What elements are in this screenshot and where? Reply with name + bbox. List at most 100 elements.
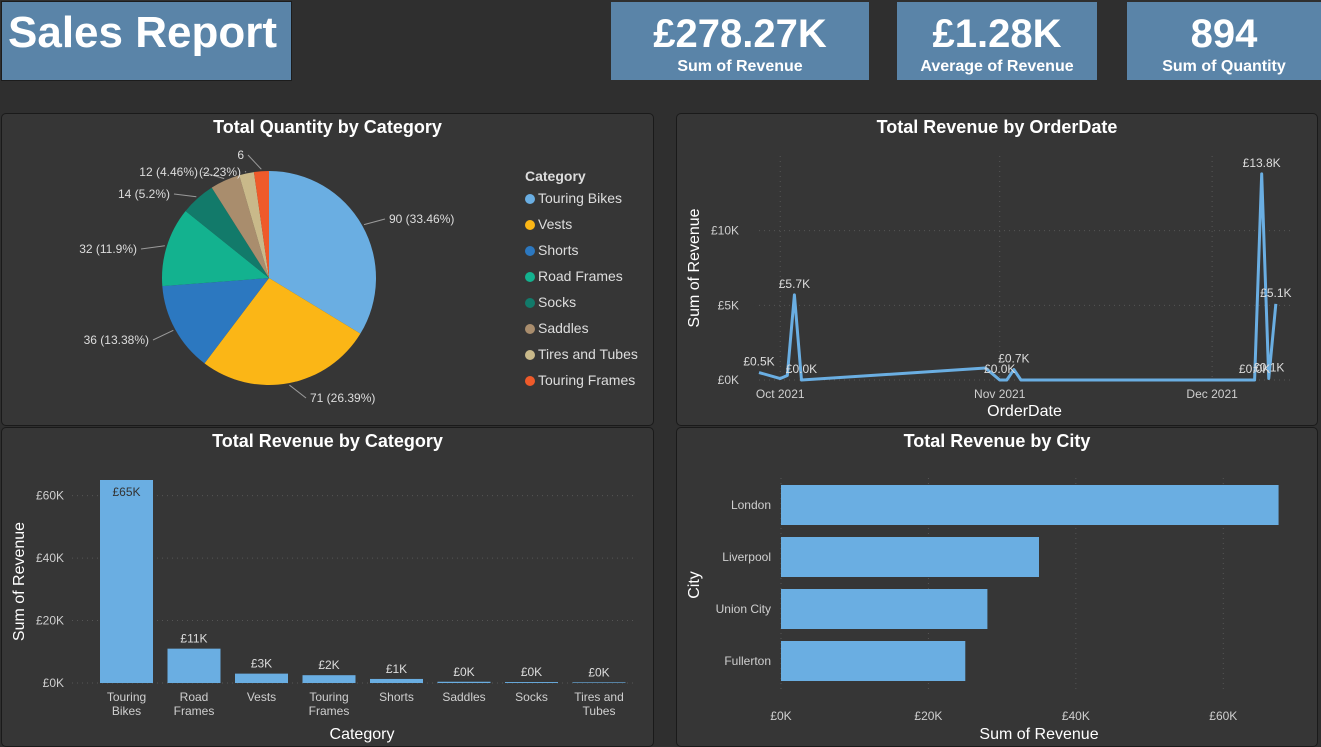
legend-item-touring-frames[interactable]: Touring Frames [525, 372, 635, 388]
pie-slice-touring-bikes[interactable] [269, 171, 376, 334]
bar-union-city[interactable] [781, 589, 988, 629]
line-data-label: £0.0K [984, 362, 1015, 376]
revenue-line[interactable] [758, 172, 1278, 382]
pie-leader-line [363, 218, 386, 226]
report-title-box: Sales Report [1, 1, 292, 81]
x-tick-label: Vests [247, 690, 276, 704]
pie-slice-saddles[interactable] [211, 175, 269, 278]
y-tick-label: £10K [711, 224, 739, 238]
x-tick-label: Tires and [574, 690, 624, 704]
legend-marker [525, 350, 535, 360]
pie-slice-touring-frames[interactable] [253, 171, 269, 278]
pie-data-label: 71 (26.39%) [310, 391, 375, 405]
legend-item-touring-bikes[interactable]: Touring Bikes [525, 190, 622, 206]
legend-label: Shorts [538, 242, 579, 258]
bar-data-label: £0K [521, 665, 542, 679]
chart-title: Total Revenue by Category [212, 431, 443, 451]
bar-london[interactable] [781, 485, 1279, 525]
pie-data-label: 6 [237, 148, 244, 162]
pie-leader-line [247, 154, 262, 170]
x-tick-label: £0K [770, 709, 791, 723]
bar-touring-frames[interactable] [302, 675, 356, 683]
line-data-label: £0.0K [1239, 362, 1270, 376]
bar-data-label: £65K [112, 485, 140, 499]
legend-item-road-frames[interactable]: Road Frames [525, 268, 623, 284]
x-axis-title: OrderDate [987, 403, 1062, 420]
kpi-card-average-revenue[interactable]: £1.28K Average of Revenue [897, 2, 1097, 80]
legend-marker [525, 298, 535, 308]
y-tick-label: Liverpool [722, 550, 771, 564]
bar-data-label: £2K [318, 658, 339, 672]
pie-leader-line [140, 245, 165, 250]
y-tick-label: £0K [718, 373, 739, 387]
line-data-label: £0.1K [1253, 361, 1284, 375]
legend-item-shorts[interactable]: Shorts [525, 242, 578, 258]
line-chart-svg: £0K £5K £10K Oct 2021 Nov 2021 Dec 2021 £0.5K £… [686, 156, 1292, 420]
x-tick-label: Road [180, 690, 209, 704]
bar-socks[interactable] [505, 682, 558, 683]
x-tick-label: Shorts [379, 690, 414, 704]
line-data-label: £0.7K [998, 352, 1029, 366]
pie-data-label: (2.23%) [199, 165, 241, 179]
pie-slice-tires-and-tubes[interactable] [239, 172, 269, 278]
x-tick-label: Saddles [442, 690, 485, 704]
line-data-label: £0.5K [743, 355, 774, 369]
x-tick-label: £40K [1062, 709, 1090, 723]
y-tick-label: Union City [716, 602, 771, 616]
city-bar-chart-panel[interactable]: Total Revenue by City £0K £20K £40K £60K Lon… [676, 427, 1318, 747]
y-axis-title: Sum of Revenue [686, 208, 703, 327]
bar-touring-bikes[interactable] [100, 480, 153, 683]
x-tick-label: £60K [1209, 709, 1237, 723]
pie-chart-panel[interactable]: Total Quantity by Category 90 (33.46%) 71… [1, 113, 654, 426]
legend-label: Tires and Tubes [538, 346, 638, 362]
bar-data-label: £0K [453, 665, 474, 679]
kpi-value: 894 [1190, 12, 1258, 56]
bar-vests[interactable] [235, 673, 288, 683]
kpi-label: Sum of Quantity [1162, 58, 1286, 75]
report-title: Sales Report [8, 8, 277, 57]
pie-data-label: 36 (13.38%) [84, 333, 149, 347]
line-chart-panel[interactable]: Total Revenue by OrderDate £0K £5K £10K Oct… [676, 113, 1318, 426]
legend-item-tires-and-tubes[interactable]: Tires and Tubes [525, 346, 638, 362]
pie-slice-shorts[interactable] [162, 278, 269, 364]
y-axis-title: Sum of Revenue [11, 522, 28, 641]
x-tick-label: Oct 2021 [756, 387, 805, 401]
bar-fullerton[interactable] [781, 641, 966, 681]
y-tick-label: £40K [36, 551, 64, 565]
legend-marker [525, 272, 535, 282]
legend-label: Touring Frames [538, 372, 636, 388]
pie-slice-socks[interactable] [185, 187, 269, 278]
pie-data-label: 32 (11.9%) [79, 242, 137, 256]
y-axis-title: City [686, 571, 703, 599]
bar-saddles[interactable] [437, 681, 491, 683]
line-data-label: £5.7K [779, 277, 810, 291]
pie-data-label: 12 (4.46%) [139, 165, 198, 179]
legend-marker [525, 194, 535, 204]
pie-leader-line [244, 170, 247, 173]
pie-leader-line [201, 171, 225, 180]
legend-label: Vests [538, 216, 573, 232]
pie-leader-line [173, 193, 197, 198]
x-tick-label: Touring [309, 690, 348, 704]
line-data-label: £13.8K [1243, 156, 1281, 170]
kpi-card-sum-revenue[interactable]: £278.27K Sum of Revenue [611, 2, 869, 80]
chart-title: Total Revenue by OrderDate [876, 117, 1118, 137]
bar-liverpool[interactable] [781, 537, 1039, 577]
pie-slice-vests[interactable] [204, 278, 361, 385]
x-tick-label: Touring [107, 690, 146, 704]
bar-shorts[interactable] [370, 678, 423, 683]
chart-title: Total Quantity by Category [213, 117, 442, 137]
bar-data-label: £3K [251, 657, 272, 671]
kpi-card-sum-quantity[interactable]: 894 Sum of Quantity [1127, 2, 1321, 80]
category-bar-chart-panel[interactable]: Total Revenue by Category £0K £20K £40K £60… [1, 427, 654, 747]
pie-leader-line [152, 329, 174, 341]
legend-item-vests[interactable]: Vests [525, 216, 572, 232]
x-tick-label: Bikes [112, 704, 141, 718]
legend-item-saddles[interactable]: Saddles [525, 320, 589, 336]
pie-slice-road-frames[interactable] [162, 211, 269, 287]
bar-tires-and-tubes[interactable] [572, 682, 626, 683]
legend-label: Touring Bikes [538, 190, 623, 206]
y-tick-label: £0K [43, 676, 64, 690]
legend-item-socks[interactable]: Socks [525, 294, 576, 310]
bar-road-frames[interactable] [167, 648, 221, 683]
